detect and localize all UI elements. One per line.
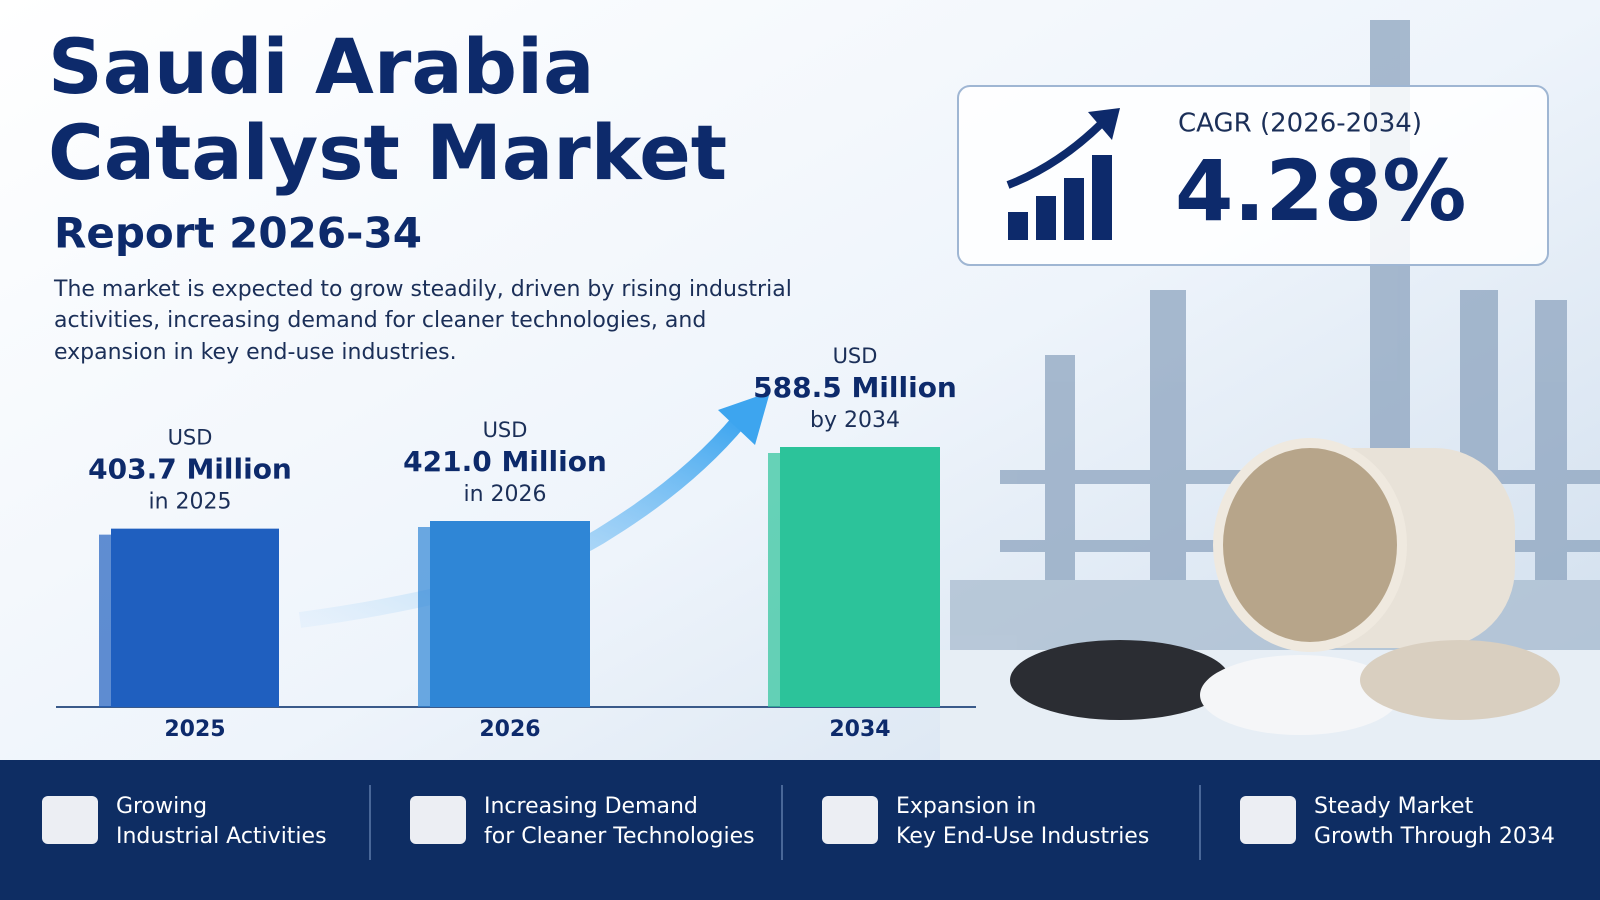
bar-side <box>768 453 782 707</box>
value-suffix: in 2025 <box>148 490 231 515</box>
catalyst-monolith <box>1213 438 1515 652</box>
feature-text: Industrial Activities <box>116 824 327 849</box>
subtitle: Report 2026-34 <box>54 209 422 258</box>
features: Growing Industrial Activities Increasing D… <box>42 785 1555 860</box>
value-prefix: USD <box>483 418 528 442</box>
feature-text: Growth Through 2034 <box>1314 824 1555 849</box>
cagr-label: CAGR (2026-2034) <box>1178 109 1422 139</box>
bar-side <box>99 534 113 707</box>
feature-icon <box>822 796 878 844</box>
x-tick-label: 2034 <box>829 717 890 742</box>
feature-text: Steady Market <box>1314 794 1474 819</box>
bar <box>780 447 940 707</box>
feature-text: Key End-Use Industries <box>896 824 1149 849</box>
value-label: 403.7 Million <box>88 453 292 486</box>
feature-text: for Cleaner Technologies <box>484 824 755 849</box>
feature-text: Growing <box>116 794 207 819</box>
growth-icon <box>1006 108 1120 240</box>
value-label: 421.0 Million <box>403 445 607 478</box>
x-tick-label: 2025 <box>164 717 225 742</box>
description: expansion in key end-use industries. <box>54 340 457 365</box>
cagr-value: 4.28% <box>1175 142 1466 240</box>
feature-icon <box>410 796 466 844</box>
title-line: Catalyst Market <box>48 108 727 197</box>
bar <box>430 521 590 707</box>
value-suffix: in 2026 <box>463 482 546 507</box>
footer <box>0 760 1600 900</box>
feature-text: Increasing Demand <box>484 794 698 819</box>
bar-side <box>418 527 432 707</box>
feature-icon <box>1240 796 1296 844</box>
feature-text: Expansion in <box>896 794 1036 819</box>
feature-icon <box>42 796 98 844</box>
value-prefix: USD <box>833 344 878 368</box>
value-prefix: USD <box>168 426 213 450</box>
value-suffix: by 2034 <box>810 408 900 433</box>
value-label: 588.5 Million <box>753 371 957 404</box>
arrow-head <box>718 392 770 445</box>
description: The market is expected to grow steadily,… <box>53 277 792 302</box>
description: activities, increasing demand for cleane… <box>54 308 706 333</box>
title-line: Saudi Arabia <box>48 22 594 111</box>
growth-arrow <box>298 414 747 628</box>
x-tick-label: 2026 <box>479 717 540 742</box>
pellets <box>1010 640 1560 735</box>
bar <box>111 528 279 707</box>
